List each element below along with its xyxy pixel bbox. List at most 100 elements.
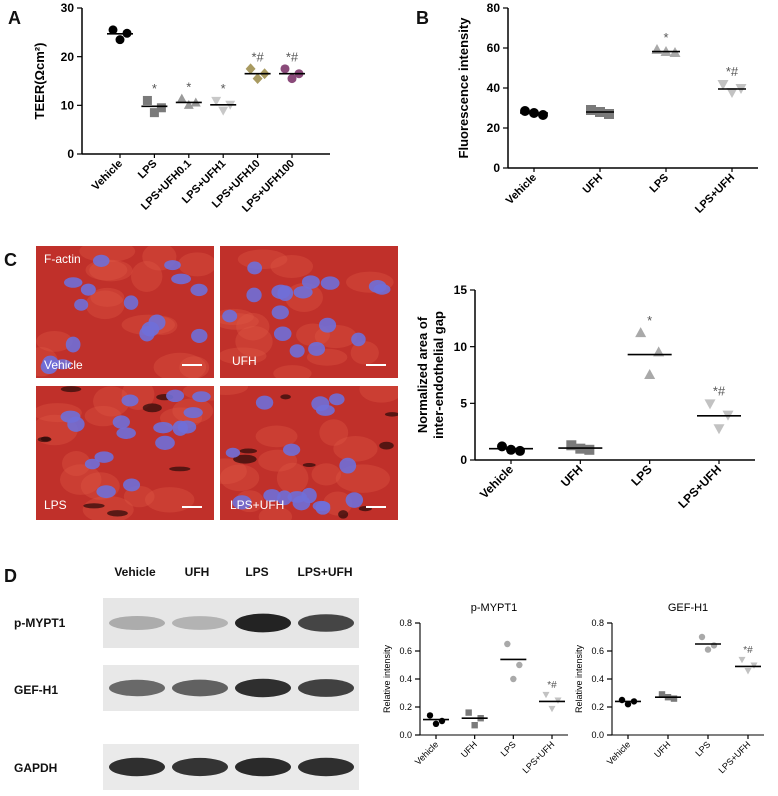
cell-body [60, 464, 102, 495]
gap [239, 448, 258, 454]
y-axis-label: Normalized area of [415, 316, 430, 433]
data-point [211, 96, 222, 106]
nucleus [301, 275, 320, 289]
blot-band [235, 613, 291, 633]
blot-col-lps: LPS [245, 565, 269, 579]
nucleus [329, 393, 345, 406]
nucleus [311, 396, 330, 412]
y-tick-label: 0.8 [591, 618, 604, 628]
nucleus [282, 443, 301, 456]
micrograph-ufh: UFH [220, 246, 398, 378]
nucleus [116, 427, 136, 439]
cell-body [220, 464, 260, 492]
cell-body [333, 435, 378, 462]
gap [233, 454, 257, 464]
cell-body [258, 449, 298, 472]
cell-body [276, 462, 309, 494]
data-point [465, 709, 472, 716]
y-tick-label: 10 [454, 340, 468, 354]
nucleus [222, 309, 238, 323]
nucleus [74, 298, 89, 311]
data-point [506, 444, 516, 455]
data-point [520, 106, 530, 116]
significance-label: *# [713, 383, 726, 398]
blot-band [172, 616, 228, 630]
gap [40, 436, 51, 442]
nucleus [271, 284, 291, 300]
y-tick-label: 80 [487, 1, 501, 15]
cell-body [153, 352, 207, 378]
nucleus [192, 391, 211, 403]
data-point [471, 722, 478, 729]
blot-band [298, 614, 354, 632]
data-point [426, 712, 434, 719]
x-tick-label: UFH [581, 172, 606, 197]
x-tick-label: Vehicle [605, 739, 633, 767]
y-tick-label: 20 [61, 50, 75, 64]
blot-strip-gapdh [103, 744, 359, 790]
y-tick-label: 15 [454, 283, 468, 297]
gap [302, 462, 316, 468]
cell-body [273, 365, 312, 378]
nucleus [123, 295, 139, 310]
panel-letter-c: C [4, 250, 17, 270]
blot-col-lps-ufh: LPS+UFH [297, 565, 353, 579]
blot-strip-gefh1 [103, 665, 359, 711]
cell-body [255, 425, 298, 448]
cell-body [323, 491, 353, 516]
blot-col-ufh: UFH [184, 565, 210, 579]
significance-label: *# [726, 64, 739, 79]
y-tick-label: 0 [493, 161, 500, 175]
data-point [566, 440, 577, 451]
nucleus [373, 283, 391, 295]
nucleus [164, 260, 181, 271]
scale-bar [366, 364, 386, 366]
nucleus [166, 389, 185, 403]
nucleus [292, 495, 311, 511]
chart-title: p-MYPT1 [471, 602, 517, 614]
data-point [108, 25, 118, 35]
data-point [744, 668, 752, 675]
x-tick-label: LPS [628, 462, 654, 488]
cell-body [311, 463, 342, 486]
micrograph-label-lps: LPS [44, 498, 67, 512]
gap [60, 386, 82, 393]
x-tick-label: LPS+UFH [675, 462, 724, 511]
nucleus [84, 458, 100, 470]
data-point [604, 109, 614, 119]
data-point [156, 103, 166, 113]
cell-background [36, 386, 214, 520]
nucleus [263, 489, 281, 502]
panel-letter-b: B [416, 8, 429, 28]
y-tick-label: 60 [487, 41, 501, 55]
data-point [710, 642, 718, 649]
x-tick-label: Vehicle [504, 172, 539, 207]
gap [280, 394, 291, 400]
data-point [115, 35, 125, 45]
y-axis-label: Relative intensity [574, 644, 584, 713]
nucleus [289, 344, 305, 358]
y-tick-label: 0.6 [591, 646, 604, 656]
cell-body [319, 419, 349, 446]
data-point [698, 633, 706, 641]
x-tick-label: LPS [136, 158, 160, 182]
data-point [586, 105, 596, 115]
nucleus [63, 277, 83, 288]
nucleus [225, 447, 241, 458]
nucleus [40, 359, 58, 374]
nucleus [94, 451, 114, 463]
data-point [584, 444, 595, 455]
nucleus [121, 394, 139, 407]
nucleus [351, 332, 366, 347]
data-point [635, 327, 647, 338]
scale-bar [182, 506, 202, 508]
blot-band [235, 678, 291, 698]
data-point [548, 705, 556, 713]
data-point [497, 441, 507, 452]
nucleus [191, 328, 208, 343]
f-actin-label: F-actin [44, 252, 81, 266]
data-point [218, 106, 229, 116]
data-point [252, 73, 263, 84]
gap [379, 441, 394, 450]
cell-body [36, 331, 73, 352]
